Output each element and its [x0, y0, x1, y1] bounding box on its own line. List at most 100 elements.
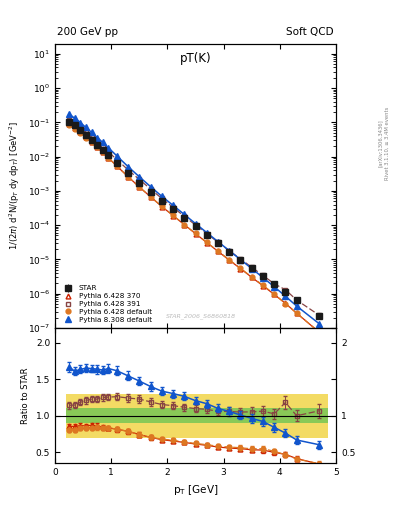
Line: Pythia 6.428 default: Pythia 6.428 default — [67, 122, 321, 334]
Pythia 6.428 370 — [95, 144, 99, 150]
Pythia 8.308 default — [238, 257, 243, 263]
Pythia 6.428 370 — [193, 230, 198, 237]
Pythia 6.428 391 — [160, 196, 164, 202]
Pythia 6.428 391 — [317, 312, 321, 318]
Pythia 6.428 391 — [294, 297, 299, 303]
Pythia 6.428 391 — [67, 117, 72, 123]
Text: 200 GeV pp: 200 GeV pp — [57, 27, 118, 37]
Pythia 8.308 default — [227, 248, 231, 254]
Pythia 6.428 default — [148, 194, 153, 200]
Pythia 8.308 default — [137, 174, 142, 180]
Pythia 6.428 default — [160, 203, 164, 209]
Line: Pythia 6.428 370: Pythia 6.428 370 — [67, 121, 321, 335]
Pythia 6.428 default — [238, 265, 243, 271]
Pythia 6.428 391 — [78, 124, 83, 131]
Pythia 6.428 370 — [160, 203, 164, 209]
Pythia 6.428 370 — [261, 283, 265, 289]
Pythia 6.428 default — [72, 125, 77, 132]
Pythia 6.428 391 — [114, 157, 119, 163]
Pythia 6.428 370 — [101, 149, 105, 155]
Pythia 6.428 391 — [216, 239, 220, 245]
Pythia 6.428 391 — [250, 264, 254, 270]
Pythia 6.428 default — [126, 174, 130, 180]
Y-axis label: Ratio to STAR: Ratio to STAR — [21, 368, 30, 424]
Pythia 6.428 default — [78, 130, 83, 136]
Pythia 6.428 default — [250, 274, 254, 280]
Y-axis label: 1/(2$\pi$) d$^2$N/(p$_T$ dy dp$_T$) [GeV$^{-2}$]: 1/(2$\pi$) d$^2$N/(p$_T$ dy dp$_T$) [GeV… — [7, 121, 22, 250]
Text: Soft QCD: Soft QCD — [286, 27, 333, 37]
Pythia 6.428 370 — [137, 184, 142, 190]
Pythia 6.428 370 — [78, 129, 83, 135]
Pythia 8.308 default — [272, 284, 277, 290]
Pythia 6.428 391 — [238, 256, 243, 262]
Pythia 8.308 default — [101, 139, 105, 145]
Pythia 8.308 default — [204, 229, 209, 236]
Pythia 8.308 default — [261, 274, 265, 281]
Pythia 6.428 370 — [204, 240, 209, 246]
Pythia 6.428 default — [114, 163, 119, 169]
Pythia 6.428 default — [182, 222, 187, 228]
Pythia 8.308 default — [84, 124, 88, 131]
Pythia 8.308 default — [89, 130, 94, 136]
Line: Pythia 8.308 default: Pythia 8.308 default — [66, 111, 322, 327]
Text: pT(K): pT(K) — [180, 52, 211, 65]
Pythia 6.428 370 — [317, 329, 321, 335]
Pythia 8.308 default — [78, 120, 83, 126]
Pythia 6.428 370 — [227, 257, 231, 263]
Pythia 6.428 370 — [171, 212, 175, 219]
Pythia 6.428 391 — [227, 248, 231, 254]
Legend: STAR, Pythia 6.428 370, Pythia 6.428 391, Pythia 6.428 default, Pythia 8.308 def: STAR, Pythia 6.428 370, Pythia 6.428 391… — [59, 284, 153, 324]
Pythia 8.308 default — [171, 202, 175, 208]
Pythia 6.428 default — [171, 212, 175, 219]
Pythia 6.428 370 — [148, 194, 153, 200]
Pythia 6.428 370 — [72, 124, 77, 131]
Pythia 8.308 default — [114, 153, 119, 159]
Pythia 6.428 370 — [84, 134, 88, 140]
Pythia 8.308 default — [95, 135, 99, 141]
Pythia 6.428 391 — [148, 186, 153, 192]
Pythia 6.428 391 — [84, 129, 88, 135]
Pythia 6.428 default — [283, 301, 288, 307]
Pythia 6.428 391 — [101, 143, 105, 150]
Pythia 6.428 370 — [272, 291, 277, 297]
Pythia 6.428 391 — [283, 287, 288, 293]
Pythia 8.308 default — [106, 145, 111, 151]
Pythia 6.428 default — [84, 135, 88, 141]
Text: Rivet 3.1.10, ≥ 3.4M events: Rivet 3.1.10, ≥ 3.4M events — [385, 106, 390, 180]
Text: [arXiv:1306.3436]: [arXiv:1306.3436] — [378, 119, 383, 167]
Pythia 6.428 391 — [106, 149, 111, 155]
Pythia 6.428 391 — [204, 230, 209, 237]
Pythia 6.428 370 — [114, 163, 119, 169]
Pythia 6.428 370 — [283, 301, 288, 307]
Pythia 8.308 default — [317, 321, 321, 327]
Pythia 6.428 370 — [216, 248, 220, 254]
Pythia 6.428 default — [227, 257, 231, 263]
Pythia 8.308 default — [126, 163, 130, 169]
Pythia 6.428 default — [272, 291, 277, 297]
Pythia 6.428 370 — [238, 266, 243, 272]
Pythia 6.428 default — [95, 144, 99, 151]
Pythia 6.428 391 — [126, 167, 130, 173]
Pythia 6.428 default — [137, 184, 142, 190]
Line: Pythia 6.428 391: Pythia 6.428 391 — [67, 117, 321, 317]
Pythia 6.428 default — [67, 122, 72, 128]
Pythia 6.428 391 — [193, 222, 198, 228]
Pythia 6.428 391 — [72, 120, 77, 126]
Pythia 6.428 default — [89, 139, 94, 145]
Pythia 8.308 default — [72, 115, 77, 121]
Pythia 6.428 391 — [95, 139, 99, 145]
Pythia 6.428 391 — [261, 272, 265, 279]
Pythia 8.308 default — [216, 239, 220, 245]
Pythia 6.428 391 — [272, 281, 277, 287]
Pythia 6.428 370 — [67, 121, 72, 127]
Pythia 6.428 391 — [171, 204, 175, 210]
Pythia 6.428 370 — [182, 222, 187, 228]
Pythia 6.428 370 — [89, 139, 94, 145]
Pythia 6.428 391 — [137, 177, 142, 183]
Pythia 6.428 370 — [250, 274, 254, 281]
Pythia 8.308 default — [182, 211, 187, 218]
Pythia 6.428 default — [204, 239, 209, 245]
Pythia 6.428 default — [317, 329, 321, 335]
Pythia 6.428 default — [106, 155, 111, 161]
Pythia 8.308 default — [283, 293, 288, 300]
